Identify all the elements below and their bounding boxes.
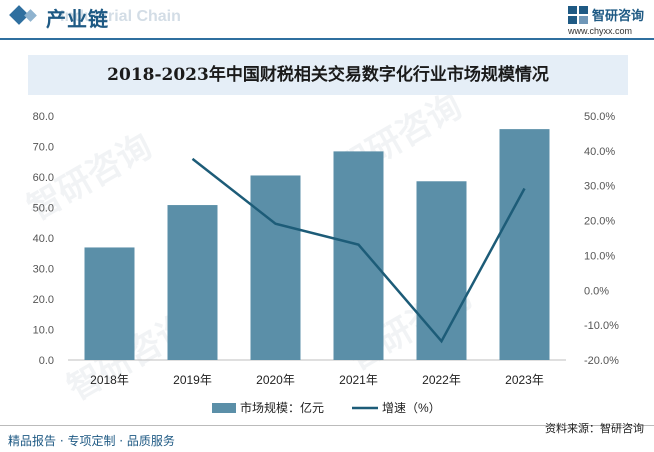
y-left-tick-label: 40.0 <box>33 233 54 245</box>
bar <box>84 247 135 360</box>
bar <box>333 151 384 360</box>
y-left-tick-label: 30.0 <box>33 264 54 276</box>
y-right-tick-label: 20.0% <box>584 216 615 228</box>
y-right-tick-label: 30.0% <box>584 181 615 193</box>
y-right-tick-label: 0.0% <box>584 285 609 297</box>
bar <box>499 129 550 360</box>
source-note: 资料来源：智研咨询 <box>545 422 644 435</box>
y-right-tick-label: 10.0% <box>584 250 615 262</box>
header-divider <box>0 38 654 40</box>
legend-bar-label: 市场规模：亿元 <box>240 400 324 415</box>
footer-tagline: 精品报告 · 专项定制 · 品质服务 <box>8 434 175 448</box>
section-header: Industrial Chain 产业链 智研咨询 www.chyxx.com <box>0 0 654 38</box>
x-tick-label: 2019年 <box>173 373 212 387</box>
x-tick-label: 2018年 <box>90 373 129 387</box>
y-left-tick-label: 0.0 <box>39 355 54 367</box>
legend-bar-swatch <box>212 403 236 413</box>
y-left-tick-label: 10.0 <box>33 325 54 337</box>
x-tick-label: 2023年 <box>505 373 544 387</box>
x-tick-label: 2020年 <box>256 373 295 387</box>
y-right-tick-label: 40.0% <box>584 146 615 158</box>
y-right-tick-label: -20.0% <box>584 355 619 367</box>
x-tick-label: 2021年 <box>339 373 378 387</box>
brand-name: 智研咨询 <box>592 9 645 24</box>
bar <box>416 181 467 360</box>
footer-divider <box>0 425 654 426</box>
bar <box>250 175 301 360</box>
legend-line-label: 增速（%） <box>382 401 441 415</box>
y-left-tick-label: 70.0 <box>33 142 54 154</box>
section-title-english: Industrial Chain <box>60 8 181 25</box>
brand-url: www.chyxx.com <box>568 26 633 36</box>
x-tick-label: 2022年 <box>422 373 461 387</box>
chart-title-band: 2018-2023年中国财税相关交易数字化行业市场规模情况 <box>28 55 628 95</box>
y-left-tick-label: 80.0 <box>33 111 54 123</box>
y-left-tick-label: 20.0 <box>33 294 54 306</box>
brand-logo-icon <box>568 6 588 24</box>
bar <box>167 205 218 360</box>
section-title: 产业链 <box>46 7 109 31</box>
y-right-tick-label: 50.0% <box>584 111 615 123</box>
y-left-tick-label: 60.0 <box>33 172 54 184</box>
y-right-tick-label: -10.0% <box>584 320 619 332</box>
chart-title: 2018-2023年中国财税相关交易数字化行业市场规模情况 <box>107 65 549 85</box>
y-left-tick-label: 50.0 <box>33 203 54 215</box>
